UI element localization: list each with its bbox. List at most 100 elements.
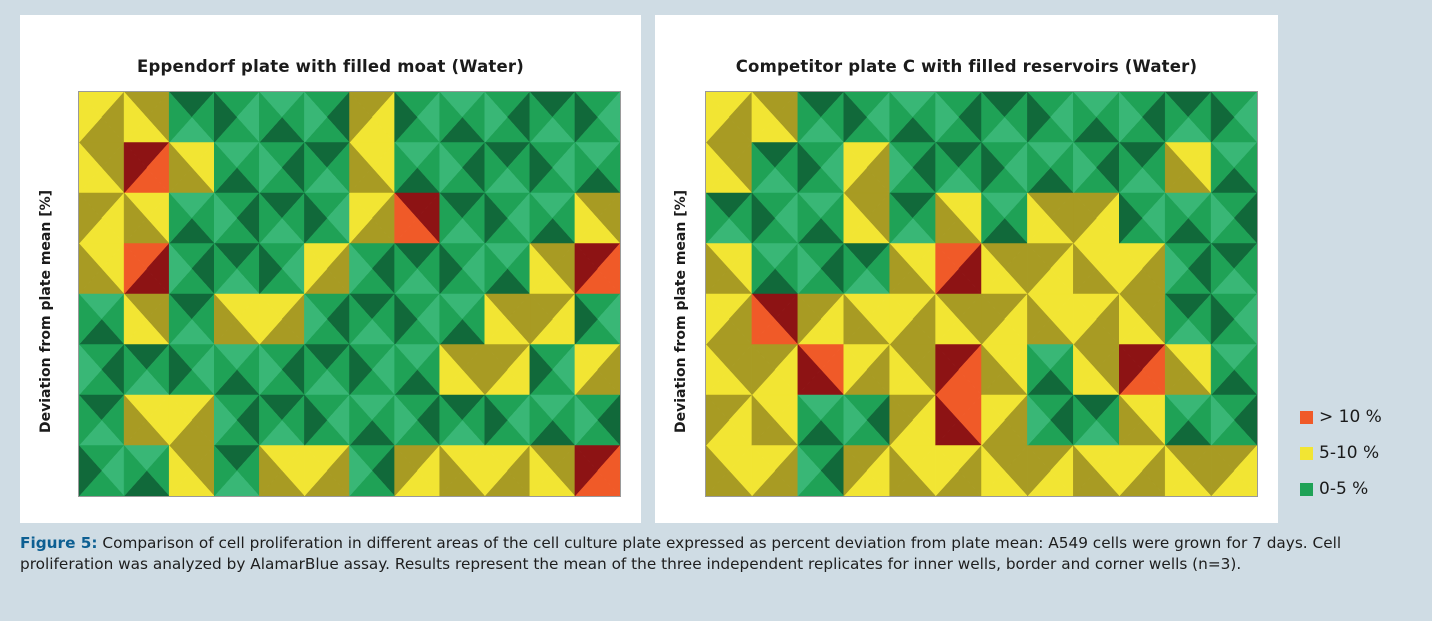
heatmap-facet [529,293,553,346]
heatmap-facet [797,293,822,346]
heatmap-facet [394,444,418,496]
heatmap-cell [797,141,845,194]
heatmap-cell [303,141,351,194]
heatmap-facet [214,192,238,245]
heatmap-cell [213,192,260,245]
heatmap-cell [79,394,125,447]
heatmap-facet [259,394,283,447]
heatmap-cell [258,192,305,245]
heatmap-cell [1072,141,1120,194]
heatmap-facet [484,394,508,447]
heatmap-cell [484,293,531,346]
heatmap-cell [1072,242,1120,295]
heatmap-cell [348,92,396,144]
heatmap-facet [484,242,508,295]
heatmap-facet [79,243,102,295]
heatmap-facet [1119,192,1143,245]
heatmap-facet [79,445,102,496]
heatmap-facet [1073,92,1097,144]
heatmap-cell [1164,394,1212,447]
heatmap-facet [574,444,598,496]
heatmap-facet [1119,242,1143,295]
heatmap-facet [394,141,418,194]
heatmap-facet [1027,192,1051,245]
heatmap-facet [349,444,373,496]
heatmap-cell [797,92,845,144]
heatmap-facet [1073,141,1097,194]
heatmap-facet [349,242,373,295]
heatmap-cell [574,293,620,346]
heatmap-cell [348,394,396,447]
figure-label: Figure 5: [20,534,98,552]
heatmap-cell [706,92,753,144]
heatmap-facet [1027,444,1051,496]
heatmap-facet [214,394,238,447]
figure-caption: Figure 5: Comparison of cell proliferati… [20,533,1415,574]
heatmap-facet [889,242,913,295]
heatmap-cell [797,242,845,295]
heatmap-cell [168,242,215,295]
heatmap-cell [797,343,845,396]
heatmap-facet [935,293,959,346]
heatmap-cell [79,293,125,346]
heatmap-facet [751,242,776,295]
heatmap-cell [79,242,125,295]
heatmap-cell [168,343,215,396]
heatmap-cell [123,293,170,346]
heatmap-cell [484,92,531,144]
heatmap-facet [79,142,102,194]
heatmap-cell [79,92,125,144]
heatmap-facet [168,92,193,144]
heatmap-cell [843,444,891,496]
heatmap-cell [529,192,576,245]
heatmap-cell [1118,192,1166,245]
heatmap-cell [1026,92,1074,144]
heatmap-facet [529,394,553,447]
heatmap-facet [706,142,730,194]
heatmap-facet [394,293,418,346]
heatmap-cell [1118,141,1166,194]
heatmap-cell [935,192,983,245]
heatmap-facet [797,192,822,245]
heatmap-cell [484,192,531,245]
heatmap-facet [259,293,283,346]
heatmap-facet [981,394,1005,447]
heatmap-cell [1210,343,1257,396]
chart-title: Eppendorf plate with filled moat (Water) [137,57,524,76]
heatmap-cell [258,293,305,346]
heatmap-facet [529,444,553,496]
heatmap-facet [706,92,730,143]
heatmap-facet [1027,242,1051,295]
heatmap-facet [981,293,1005,346]
heatmap-cell [168,141,215,194]
heatmap-cell [980,141,1028,194]
heatmap-cell [1026,192,1074,245]
heatmap-cell [980,192,1028,245]
y-axis-label: Deviation from plate mean [%] [673,189,689,433]
heatmap-facet [439,343,463,396]
heatmap-competitor [705,91,1258,497]
heatmap-cell [980,394,1028,447]
heatmap-facet [1210,192,1235,245]
heatmap-facet [484,343,508,396]
heatmap-cell [529,293,576,346]
heatmap-facet [1027,293,1051,346]
heatmap-cell [751,444,799,496]
heatmap-cell [1164,444,1212,496]
heatmap-facet [304,141,328,194]
heatmap-facet [1164,293,1189,346]
heatmap-cell [751,394,799,447]
heatmap-cell [706,293,753,346]
heatmap-facet [304,343,328,396]
heatmap-cell [751,242,799,295]
heatmap-facet [574,343,598,396]
heatmap-cell [980,343,1028,396]
heatmap-cell [889,444,937,496]
heatmap-cell [935,343,983,396]
heatmap-facet [843,92,868,144]
heatmap-cell [168,293,215,346]
heatmap-facet [889,444,913,496]
heatmap-facet [1119,394,1143,447]
heatmap-facet [304,444,328,496]
heatmap-facet [394,343,418,396]
